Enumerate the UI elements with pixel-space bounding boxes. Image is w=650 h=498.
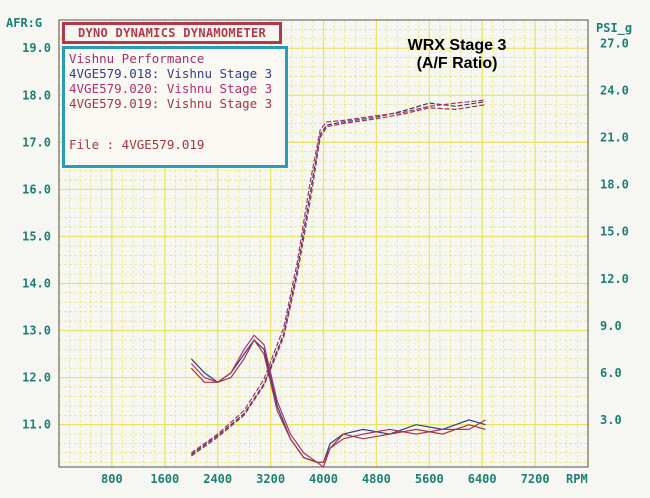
x-tick-label: 6400 <box>468 472 497 486</box>
y-right-tick-label: 6.0 <box>600 366 622 380</box>
legend-entry-019: 4VGE579.019: Vishnu Stage 3 <box>69 96 273 111</box>
chart-grid <box>58 19 589 467</box>
axis-ticks: 800 1600 2400 3200 4000 4800 5600 6400 7200 11.0 1… <box>22 37 629 486</box>
chart-series <box>190 99 486 468</box>
y-right-axis-label: PSI_g <box>596 21 632 36</box>
legend-file: File : 4VGE579.019 <box>69 137 205 152</box>
overlay-caption-line1: WRX Stage 3 <box>407 37 507 54</box>
y-left-tick-label: 15.0 <box>22 229 51 243</box>
y-right-tick-label: 24.0 <box>600 84 629 98</box>
series-line-boost-4vge579-018 <box>190 101 486 455</box>
y-right-tick-label: 21.0 <box>600 131 629 145</box>
series-line-boost-4vge579-020 <box>190 99 486 454</box>
y-left-axis-label: AFR:G <box>6 16 42 30</box>
x-tick-label: 4800 <box>362 472 391 486</box>
legend: Vishnu Performance 4VGE579.018: Vishnu S… <box>62 46 288 168</box>
y-left-tick-label: 14.0 <box>22 276 51 290</box>
overlay-caption: WRX Stage 3 (A/F Ratio) <box>392 37 522 73</box>
series-line-afr-4vge579-020 <box>190 334 486 468</box>
y-right-tick-label: 12.0 <box>600 272 629 286</box>
overlay-caption-line2: (A/F Ratio) <box>416 55 498 72</box>
y-right-tick-label: 27.0 <box>600 37 629 51</box>
x-tick-label: 2400 <box>203 472 232 486</box>
legend-entry-020: 4VGE579.020: Vishnu Stage 3 <box>69 81 273 96</box>
y-right-tick-label: 15.0 <box>600 225 629 239</box>
y-left-tick-label: 19.0 <box>22 41 51 55</box>
y-left-tick-label: 18.0 <box>22 88 51 102</box>
series-line-boost-4vge579-019 <box>190 104 486 457</box>
y-left-tick-label: 11.0 <box>22 418 51 432</box>
y-right-tick-label: 9.0 <box>600 319 622 333</box>
y-left-tick-label: 17.0 <box>22 135 51 149</box>
y-right-tick-label: 18.0 <box>600 178 629 192</box>
chart-title-text: DYNO DYNAMICS DYNAMOMETER <box>77 26 267 40</box>
x-tick-label: 1600 <box>150 472 179 486</box>
series-line-afr-4vge579-018 <box>190 339 486 463</box>
x-tick-label: 4000 <box>309 472 338 486</box>
y-left-tick-label: 12.0 <box>22 371 51 385</box>
series-line-afr-4vge579-019 <box>190 338 486 463</box>
legend-entry-018: 4VGE579.018: Vishnu Stage 3 <box>69 66 273 81</box>
chart-title: DYNO DYNAMICS DYNAMOMETER <box>62 22 282 44</box>
legend-heading: Vishnu Performance <box>69 51 205 66</box>
x-tick-label: 800 <box>101 472 123 486</box>
x-tick-label: 3200 <box>256 472 285 486</box>
y-left-tick-label: 16.0 <box>22 182 51 196</box>
y-right-tick-label: 3.0 <box>600 413 622 427</box>
x-tick-label: 5600 <box>415 472 444 486</box>
y-left-tick-label: 13.0 <box>22 324 51 338</box>
x-tick-label: 7200 <box>521 472 550 486</box>
x-axis-label: RPM <box>566 472 588 486</box>
